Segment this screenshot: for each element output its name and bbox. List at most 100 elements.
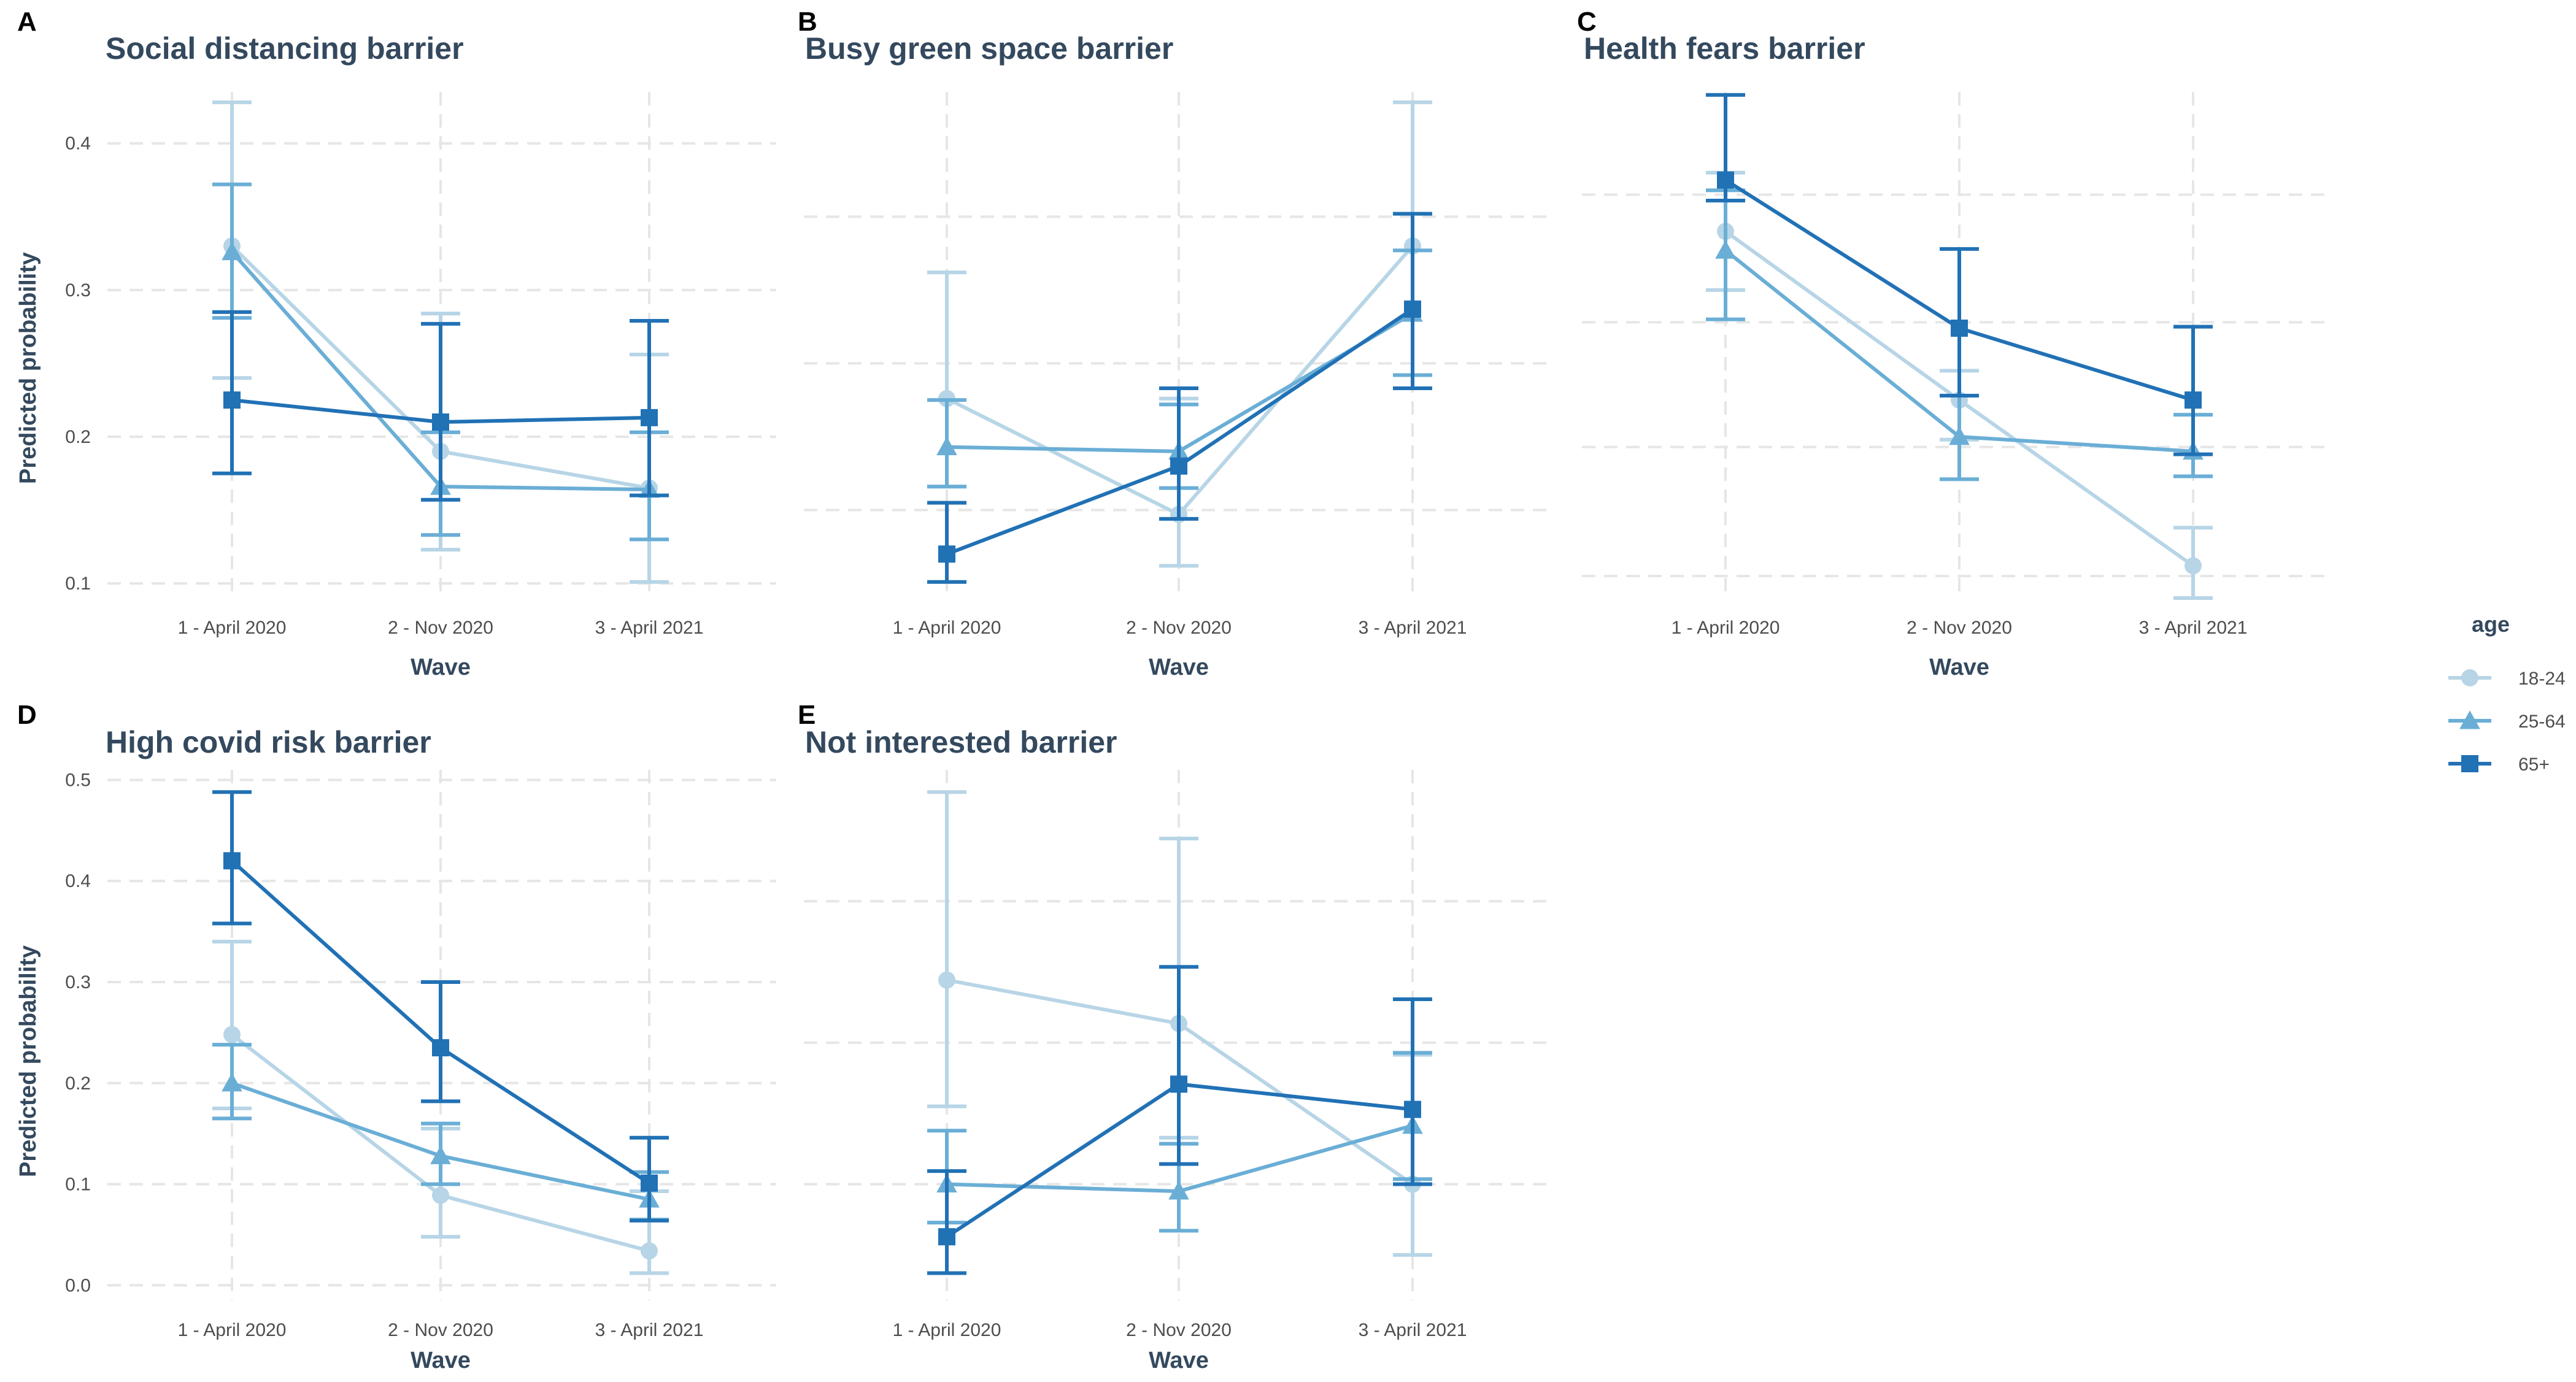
- y-tick-label: 0.5: [65, 770, 91, 790]
- panel-title: Not interested barrier: [805, 725, 1117, 759]
- legend-label: 25-64: [2518, 712, 2566, 732]
- data-point: [641, 1242, 658, 1260]
- data-point: [641, 409, 658, 426]
- x-tick-label: 2 - Nov 2020: [388, 618, 493, 638]
- x-tick-label: 3 - April 2021: [1359, 618, 1467, 638]
- panel-letter: C: [1577, 7, 1597, 37]
- error-bar: [1393, 997, 1432, 1186]
- panel-title: High covid risk barrier: [106, 725, 431, 759]
- legend-entry: 65+: [2448, 754, 2550, 775]
- y-tick-label: 0.3: [65, 972, 91, 992]
- panel-title: Social distancing barrier: [106, 31, 464, 66]
- series-65+: [927, 965, 1432, 1275]
- panel-letter: A: [17, 7, 37, 37]
- data-point: [222, 241, 242, 261]
- data-point: [1949, 426, 1970, 445]
- x-tick-label: 3 - April 2021: [2139, 618, 2248, 638]
- data-point: [1168, 1181, 1189, 1200]
- data-point: [641, 1174, 658, 1192]
- error-bar: [421, 321, 460, 502]
- error-bar: [630, 319, 669, 497]
- y-tick-label: 0.4: [65, 871, 91, 891]
- y-axis-title: Predicted probability: [15, 945, 41, 1177]
- x-tick-label: 2 - Nov 2020: [388, 1320, 493, 1340]
- y-tick-label: 0.2: [65, 427, 91, 447]
- legend-key-marker: [2461, 669, 2478, 686]
- data-point: [1170, 457, 1187, 475]
- panel-letter: D: [17, 700, 37, 730]
- x-tick-label: 3 - April 2021: [1359, 1320, 1467, 1340]
- x-tick-label: 1 - April 2020: [178, 1320, 287, 1340]
- x-axis-title: Wave: [1929, 655, 1989, 680]
- y-tick-label: 0.1: [65, 574, 91, 594]
- panel-D: D High covid risk barrier 0.0 0.1 0.2 0.3 0.4 0…: [15, 700, 776, 1373]
- x-tick-label: 2 - Nov 2020: [1126, 618, 1232, 638]
- data-point: [223, 391, 241, 409]
- data-point: [2185, 557, 2202, 575]
- panel-title: Health fears barrier: [1584, 31, 1865, 66]
- error-bar: [1159, 386, 1198, 521]
- x-axis-title: Wave: [1149, 655, 1209, 680]
- legend-key-marker: [2461, 755, 2478, 772]
- x-tick-label: 1 - April 2020: [178, 618, 287, 638]
- error-bar: [2173, 324, 2213, 456]
- legend-entry: 18-24: [2448, 669, 2566, 689]
- data-point: [1951, 320, 1968, 337]
- data-point: [222, 1072, 242, 1092]
- x-tick-label: 2 - Nov 2020: [1907, 618, 2012, 638]
- y-tick-label: 0.4: [65, 134, 91, 154]
- legend: age 18-24 25-64 65+: [2448, 612, 2566, 775]
- series-65+: [927, 212, 1432, 584]
- error-bar: [927, 1169, 966, 1275]
- y-tick-label: 0.0: [65, 1275, 91, 1296]
- legend-key-marker: [2459, 710, 2480, 729]
- x-tick-label: 3 - April 2021: [595, 618, 704, 638]
- y-tick-label: 0.2: [65, 1073, 91, 1094]
- x-tick-label: 1 - April 2020: [1672, 618, 1780, 638]
- data-point: [223, 852, 241, 870]
- y-tick-label: 0.1: [65, 1175, 91, 1195]
- x-axis-title: Wave: [1149, 1348, 1209, 1373]
- data-point: [432, 413, 449, 431]
- legend-label: 65+: [2518, 754, 2550, 775]
- data-point: [936, 436, 957, 456]
- series-65+: [1706, 93, 2213, 456]
- panel-letter: B: [798, 7, 817, 37]
- x-axis-title: Wave: [411, 1348, 471, 1373]
- data-point: [1717, 171, 1734, 189]
- data-point: [432, 1186, 449, 1204]
- legend-entry: 25-64: [2448, 710, 2566, 732]
- x-tick-label: 2 - Nov 2020: [1126, 1320, 1232, 1340]
- error-bar: [927, 790, 966, 1108]
- data-point: [938, 1228, 955, 1246]
- panels: A Social distancing barrier 0.1 0.2 0.3 0.4 1 …: [15, 7, 2332, 1373]
- data-point: [1170, 1075, 1187, 1093]
- legend-title: age: [2472, 612, 2510, 637]
- data-point: [432, 1039, 449, 1057]
- series-65+: [212, 790, 669, 1223]
- x-tick-label: 3 - April 2021: [595, 1320, 704, 1340]
- panel-title: Busy green space barrier: [805, 31, 1173, 66]
- data-point: [1404, 1100, 1421, 1118]
- error-bar: [1159, 965, 1198, 1166]
- data-point: [1715, 240, 1736, 259]
- x-tick-label: 1 - April 2020: [893, 618, 1001, 638]
- legend-label: 18-24: [2518, 669, 2566, 689]
- x-tick-label: 1 - April 2020: [893, 1320, 1001, 1340]
- data-point: [2185, 391, 2202, 409]
- series-65+: [212, 310, 669, 502]
- data-point: [938, 971, 955, 989]
- y-axis-title: Predicted probability: [15, 252, 41, 484]
- error-bar: [927, 501, 966, 584]
- data-point: [938, 545, 955, 563]
- series-25-64: [212, 1043, 669, 1222]
- data-point: [223, 1026, 241, 1043]
- data-point: [430, 1145, 451, 1164]
- data-point: [1404, 300, 1421, 318]
- y-tick-label: 0.3: [65, 280, 91, 301]
